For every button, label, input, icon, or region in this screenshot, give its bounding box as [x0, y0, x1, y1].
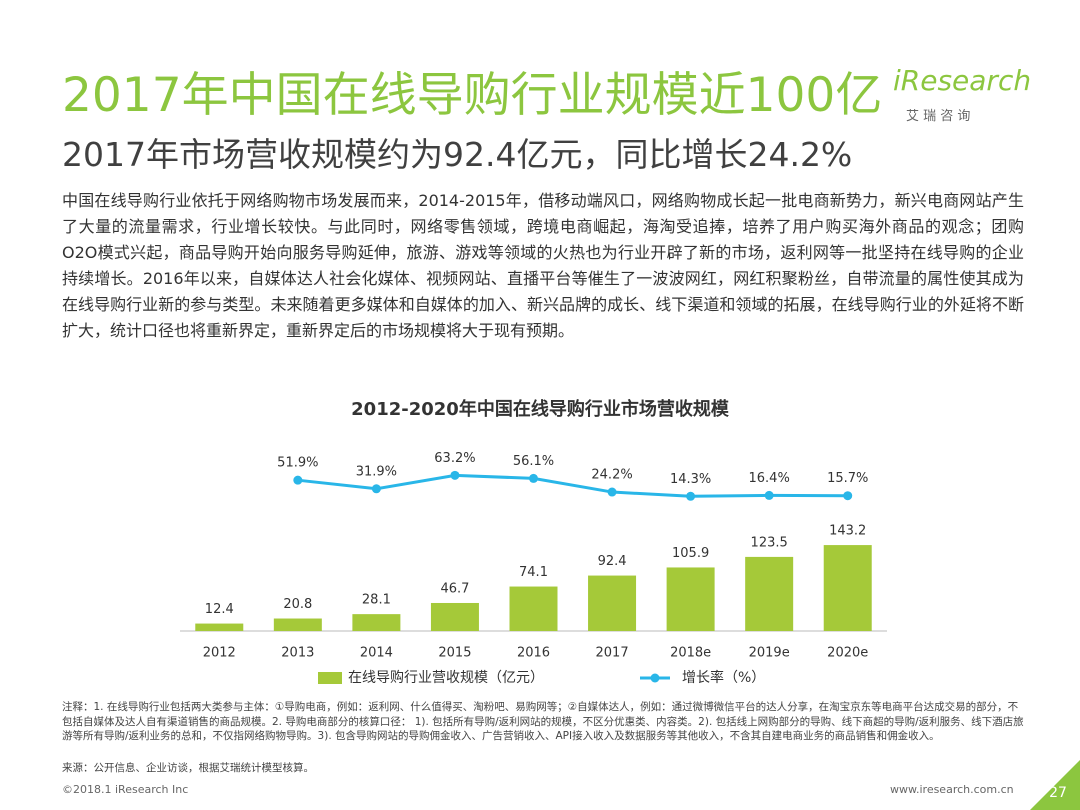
bar-label: 74.1: [519, 565, 548, 580]
bar: [430, 602, 479, 631]
x-tick-label: 2017: [596, 646, 629, 661]
bar: [588, 575, 637, 631]
bar-label: 105.9: [672, 546, 709, 561]
bar-label: 46.7: [440, 581, 469, 596]
line-label: 51.9%: [277, 456, 318, 471]
title: 2017年中国在线导购行业规模近100亿: [62, 68, 883, 123]
bar: [666, 567, 715, 631]
bar-label: 20.8: [283, 597, 312, 612]
bar-label: 92.4: [598, 554, 627, 569]
copyright: ©2018.1 iResearch Inc: [62, 783, 189, 796]
x-tick-label: 2019e: [749, 646, 790, 661]
x-tick-label: 2015: [438, 646, 471, 661]
line-marker: [529, 473, 538, 483]
bar: [509, 586, 558, 631]
line-label: 63.2%: [434, 451, 475, 466]
bar: [823, 545, 872, 631]
body-text: 中国在线导购行业依托于网络购物市场发展而来，2014-2015年，借移动端风口，…: [62, 191, 1024, 340]
subtitle: 2017年市场营收规模约为92.4亿元，同比增长24.2%: [62, 135, 853, 174]
legend-label: 在线导购行业营收规模（亿元）: [348, 670, 544, 686]
page-number: 27: [1049, 785, 1067, 801]
logo-cn: 艾 瑞 咨 询: [906, 109, 971, 124]
legend-swatch: [318, 672, 342, 684]
line-marker: [764, 490, 774, 500]
chart-title: 2012-2020年中国在线导购行业市场营收规模: [351, 398, 730, 420]
line-label: 14.3%: [670, 472, 711, 487]
line-label: 31.9%: [356, 464, 397, 479]
line-marker: [371, 484, 381, 494]
line-label: 24.2%: [591, 468, 632, 483]
bar: [745, 556, 794, 631]
line-label: 56.1%: [513, 454, 554, 469]
x-tick-label: 2016: [517, 646, 550, 661]
bar: [273, 618, 322, 631]
bar-label: 12.4: [205, 602, 234, 617]
source: 来源：公开信息、企业访谈，根据艾瑞统计模型核算。: [62, 762, 314, 774]
line-marker: [293, 475, 303, 485]
bar-label: 143.2: [829, 524, 866, 539]
logo: iResearch: [893, 64, 1032, 97]
x-tick-label: 2012: [203, 646, 236, 661]
line-marker: [607, 487, 617, 497]
legend-swatch: [650, 673, 660, 683]
line-marker: [686, 491, 696, 501]
x-tick-label: 2018e: [670, 646, 711, 661]
line-label: 15.7%: [827, 471, 868, 486]
bar: [352, 614, 401, 631]
x-tick-label: 2020e: [827, 646, 868, 661]
legend-label: 增长率（%）: [682, 669, 765, 686]
x-tick-label: 2013: [281, 646, 314, 661]
line-label: 16.4%: [749, 471, 790, 486]
bar-label: 123.5: [751, 535, 788, 550]
website: www.iresearch.com.cn: [890, 783, 1014, 796]
line-marker: [450, 470, 460, 480]
line: [297, 473, 848, 498]
line-marker: [843, 491, 853, 501]
x-tick-label: 2014: [360, 646, 393, 661]
bar-label: 28.1: [362, 593, 391, 608]
corner-triangle: [1030, 760, 1080, 810]
notes: 注释：1. 在线导购行业包括两大类参与主体：①导购电商，例如：返利网、什么值得买…: [62, 701, 1024, 742]
bar: [195, 623, 244, 631]
